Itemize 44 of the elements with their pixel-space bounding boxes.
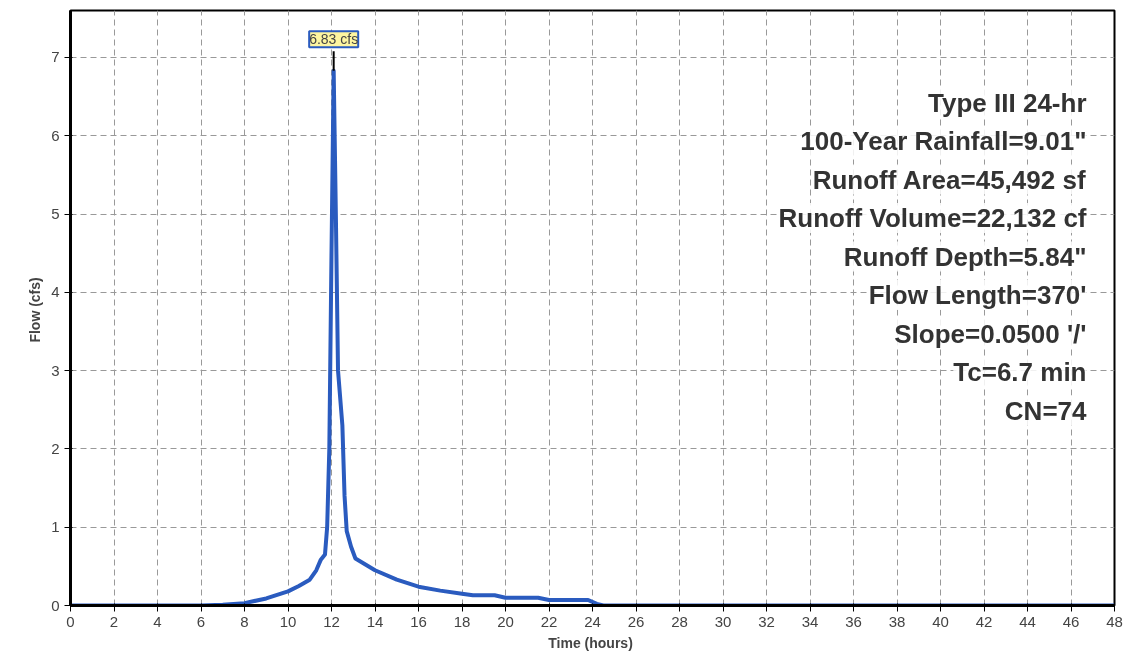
x-tick-label: 0 [66, 612, 75, 630]
x-tick-label: 40 [932, 612, 949, 630]
x-tick-label: 48 [1106, 612, 1123, 630]
x-tick-label: 14 [366, 612, 384, 630]
x-tick-label: 16 [410, 612, 427, 630]
x-tick-label: 44 [1019, 612, 1036, 630]
x-tick-label: 36 [845, 612, 862, 630]
y-tick-label: 4 [51, 283, 60, 301]
x-tick-label: 30 [714, 612, 732, 630]
annotation: CN=74 [1004, 395, 1088, 426]
x-tick-label: 26 [627, 612, 645, 630]
y-tick-label: 3 [51, 361, 60, 379]
annotation: Runoff Depth=5.84" [843, 241, 1087, 272]
x-tick-label: 20 [497, 612, 514, 630]
annotation: 100-Year Rainfall=9.01" [800, 126, 1087, 156]
annotation: Runoff Area=45,492 sf [812, 164, 1086, 195]
y-tick-label: 1 [51, 518, 60, 536]
y-axis-title: Flow (cfs) [27, 277, 44, 343]
y-tick-label: 2 [51, 439, 60, 457]
x-axis-title: Time (hours) [548, 634, 633, 651]
y-tick-label: 7 [51, 48, 60, 66]
y-tick-label: 6 [51, 126, 60, 144]
annotation: Tc=6.7 min [953, 357, 1087, 387]
x-tick-label: 18 [453, 612, 471, 630]
annotation: Type III 24-hr [928, 87, 1087, 118]
x-tick-label: 34 [801, 612, 819, 630]
x-tick-label: 2 [109, 612, 119, 630]
x-tick-label: 4 [153, 612, 162, 630]
x-tick-label: 22 [540, 612, 558, 630]
y-tick-label: 0 [51, 596, 60, 614]
annotation: Slope=0.0500 '/' [894, 318, 1087, 349]
annotation: Runoff Volume=22,132 cf [778, 203, 1087, 233]
x-tick-label: 8 [240, 612, 249, 630]
x-tick-label: 46 [1062, 612, 1080, 630]
x-tick-label: 28 [671, 612, 688, 630]
x-tick-label: 12 [323, 612, 340, 630]
annotation: Flow Length=370' [868, 280, 1087, 310]
x-tick-label: 10 [279, 612, 297, 630]
x-tick-label: 6 [196, 612, 206, 630]
x-tick-label: 24 [584, 612, 601, 630]
x-tick-label: 38 [888, 612, 906, 630]
x-tick-label: 32 [758, 612, 775, 630]
y-tick-label: 5 [51, 205, 60, 223]
x-tick-label: 42 [975, 612, 993, 630]
